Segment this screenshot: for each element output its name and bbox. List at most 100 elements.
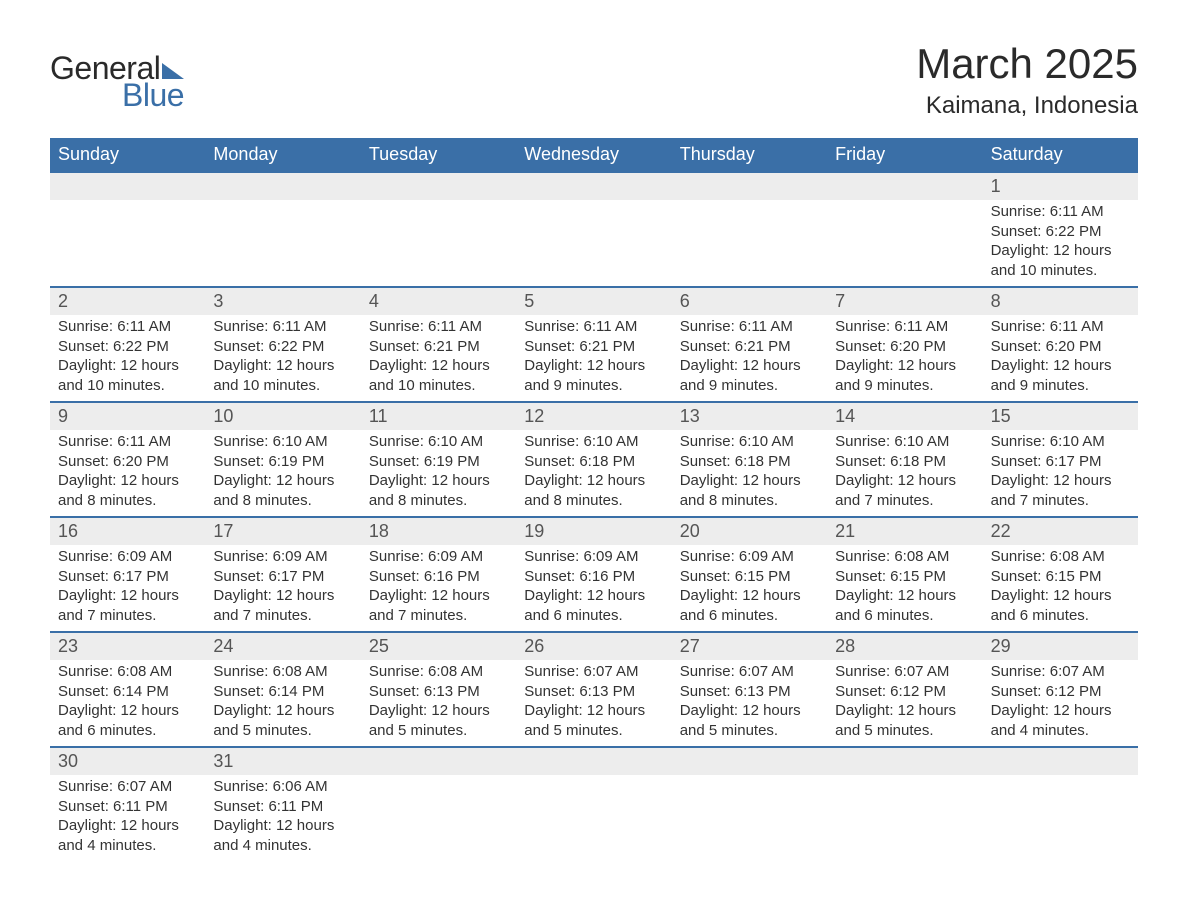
sunrise-text: Sunrise: 6:09 AM	[213, 547, 352, 567]
day-content: Sunrise: 6:11 AMSunset: 6:20 PMDaylight:…	[983, 315, 1138, 401]
sunrise-text: Sunrise: 6:11 AM	[213, 317, 352, 337]
location: Kaimana, Indonesia	[916, 92, 1138, 120]
day-number	[516, 171, 671, 200]
daylight-text: Daylight: 12 hours and 6 minutes.	[991, 586, 1130, 625]
sunrise-text: Sunrise: 6:11 AM	[524, 317, 663, 337]
daylight-text: Daylight: 12 hours and 7 minutes.	[58, 586, 197, 625]
day-content: Sunrise: 6:10 AMSunset: 6:17 PMDaylight:…	[983, 430, 1138, 516]
day-header: Saturday	[983, 138, 1138, 171]
day-content: Sunrise: 6:09 AMSunset: 6:16 PMDaylight:…	[361, 545, 516, 631]
day-number: 16	[50, 516, 205, 545]
sunrise-text: Sunrise: 6:11 AM	[991, 317, 1130, 337]
sunset-text: Sunset: 6:17 PM	[213, 567, 352, 587]
day-number	[827, 746, 982, 775]
sunset-text: Sunset: 6:15 PM	[680, 567, 819, 587]
sunset-text: Sunset: 6:14 PM	[213, 682, 352, 702]
sunset-text: Sunset: 6:16 PM	[524, 567, 663, 587]
sunset-text: Sunset: 6:11 PM	[58, 797, 197, 817]
sunrise-text: Sunrise: 6:10 AM	[835, 432, 974, 452]
page-title: March 2025	[916, 40, 1138, 88]
daylight-text: Daylight: 12 hours and 7 minutes.	[991, 471, 1130, 510]
sunset-text: Sunset: 6:22 PM	[213, 337, 352, 357]
day-number: 10	[205, 401, 360, 430]
sunset-text: Sunset: 6:17 PM	[58, 567, 197, 587]
day-content: Sunrise: 6:11 AMSunset: 6:21 PMDaylight:…	[672, 315, 827, 401]
day-number: 30	[50, 746, 205, 775]
day-number: 15	[983, 401, 1138, 430]
sunset-text: Sunset: 6:15 PM	[991, 567, 1130, 587]
day-content: Sunrise: 6:10 AMSunset: 6:19 PMDaylight:…	[205, 430, 360, 516]
day-content: Sunrise: 6:08 AMSunset: 6:15 PMDaylight:…	[827, 545, 982, 631]
sunrise-text: Sunrise: 6:08 AM	[835, 547, 974, 567]
sunset-text: Sunset: 6:19 PM	[369, 452, 508, 472]
day-content: Sunrise: 6:09 AMSunset: 6:17 PMDaylight:…	[205, 545, 360, 631]
day-number: 17	[205, 516, 360, 545]
daylight-text: Daylight: 12 hours and 8 minutes.	[213, 471, 352, 510]
day-content: Sunrise: 6:10 AMSunset: 6:19 PMDaylight:…	[361, 430, 516, 516]
sunset-text: Sunset: 6:17 PM	[991, 452, 1130, 472]
sunrise-text: Sunrise: 6:10 AM	[680, 432, 819, 452]
sunset-text: Sunset: 6:21 PM	[680, 337, 819, 357]
daylight-text: Daylight: 12 hours and 10 minutes.	[991, 241, 1130, 280]
sunset-text: Sunset: 6:22 PM	[58, 337, 197, 357]
day-header: Friday	[827, 138, 982, 171]
daylight-text: Daylight: 12 hours and 6 minutes.	[58, 701, 197, 740]
day-number: 23	[50, 631, 205, 660]
daylight-text: Daylight: 12 hours and 7 minutes.	[835, 471, 974, 510]
day-content: Sunrise: 6:08 AMSunset: 6:15 PMDaylight:…	[983, 545, 1138, 631]
sunrise-text: Sunrise: 6:06 AM	[213, 777, 352, 797]
daylight-text: Daylight: 12 hours and 8 minutes.	[369, 471, 508, 510]
sunrise-text: Sunrise: 6:10 AM	[213, 432, 352, 452]
sunset-text: Sunset: 6:19 PM	[213, 452, 352, 472]
sunrise-text: Sunrise: 6:09 AM	[58, 547, 197, 567]
day-number: 22	[983, 516, 1138, 545]
sunrise-text: Sunrise: 6:11 AM	[680, 317, 819, 337]
day-number: 25	[361, 631, 516, 660]
day-content: Sunrise: 6:06 AMSunset: 6:11 PMDaylight:…	[205, 775, 360, 861]
day-content: Sunrise: 6:07 AMSunset: 6:11 PMDaylight:…	[50, 775, 205, 861]
day-header: Wednesday	[516, 138, 671, 171]
day-number: 27	[672, 631, 827, 660]
sunrise-text: Sunrise: 6:11 AM	[369, 317, 508, 337]
sunset-text: Sunset: 6:21 PM	[369, 337, 508, 357]
day-content: Sunrise: 6:10 AMSunset: 6:18 PMDaylight:…	[516, 430, 671, 516]
sunrise-text: Sunrise: 6:08 AM	[58, 662, 197, 682]
day-number	[50, 171, 205, 200]
sunset-text: Sunset: 6:13 PM	[524, 682, 663, 702]
sunset-text: Sunset: 6:21 PM	[524, 337, 663, 357]
day-content: Sunrise: 6:10 AMSunset: 6:18 PMDaylight:…	[672, 430, 827, 516]
daylight-text: Daylight: 12 hours and 9 minutes.	[991, 356, 1130, 395]
day-content: Sunrise: 6:11 AMSunset: 6:22 PMDaylight:…	[205, 315, 360, 401]
title-block: March 2025 Kaimana, Indonesia	[916, 40, 1138, 120]
logo: General Blue	[50, 50, 184, 114]
daylight-text: Daylight: 12 hours and 7 minutes.	[213, 586, 352, 625]
day-number: 6	[672, 286, 827, 315]
day-number	[361, 746, 516, 775]
day-content: Sunrise: 6:09 AMSunset: 6:16 PMDaylight:…	[516, 545, 671, 631]
day-number	[205, 171, 360, 200]
day-content	[50, 200, 205, 286]
logo-word2: Blue	[122, 77, 184, 114]
sunrise-text: Sunrise: 6:11 AM	[58, 317, 197, 337]
sunrise-text: Sunrise: 6:10 AM	[524, 432, 663, 452]
day-number: 9	[50, 401, 205, 430]
sunrise-text: Sunrise: 6:07 AM	[524, 662, 663, 682]
day-number: 7	[827, 286, 982, 315]
day-number: 11	[361, 401, 516, 430]
sunset-text: Sunset: 6:20 PM	[991, 337, 1130, 357]
sunrise-text: Sunrise: 6:07 AM	[58, 777, 197, 797]
day-content: Sunrise: 6:09 AMSunset: 6:15 PMDaylight:…	[672, 545, 827, 631]
day-number: 21	[827, 516, 982, 545]
day-number: 2	[50, 286, 205, 315]
daylight-text: Daylight: 12 hours and 6 minutes.	[524, 586, 663, 625]
day-number: 14	[827, 401, 982, 430]
sunset-text: Sunset: 6:20 PM	[58, 452, 197, 472]
daylight-text: Daylight: 12 hours and 9 minutes.	[680, 356, 819, 395]
day-number	[361, 171, 516, 200]
daylight-text: Daylight: 12 hours and 5 minutes.	[835, 701, 974, 740]
sunset-text: Sunset: 6:22 PM	[991, 222, 1130, 242]
day-number: 28	[827, 631, 982, 660]
day-header: Sunday	[50, 138, 205, 171]
sunrise-text: Sunrise: 6:11 AM	[58, 432, 197, 452]
day-number: 12	[516, 401, 671, 430]
